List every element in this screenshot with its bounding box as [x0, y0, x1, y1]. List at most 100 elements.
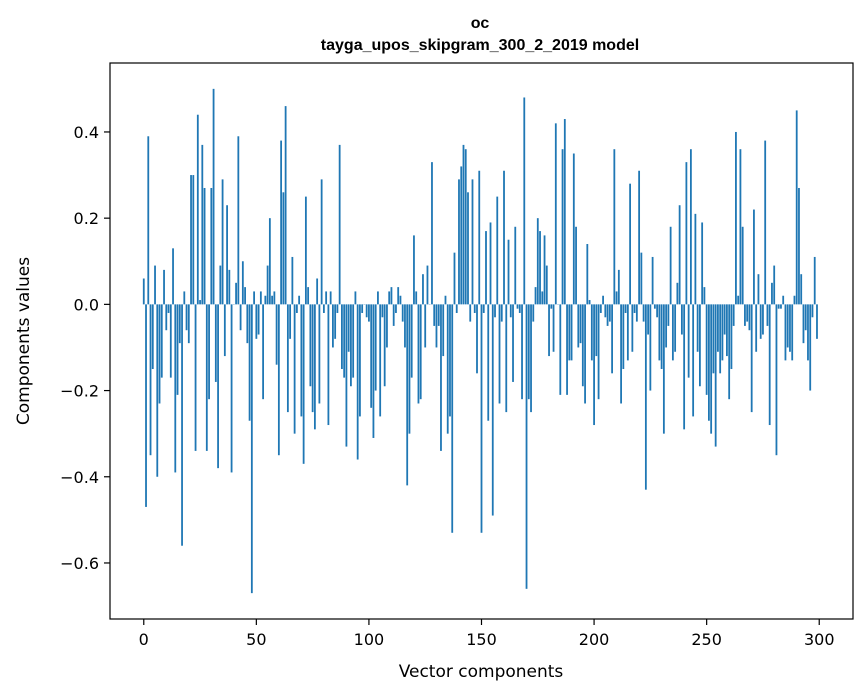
bar — [485, 231, 487, 305]
bar — [712, 304, 715, 374]
y-tick-label: 0.4 — [74, 123, 99, 142]
bar — [611, 304, 613, 374]
bar — [732, 304, 735, 326]
bar — [753, 209, 755, 305]
bar — [575, 226, 577, 305]
bar — [633, 304, 636, 313]
bar — [424, 304, 427, 348]
bar — [543, 235, 546, 305]
bar — [649, 304, 652, 391]
bar — [313, 304, 316, 430]
bar — [178, 304, 181, 344]
bar — [437, 304, 440, 326]
bar — [327, 304, 330, 426]
bar — [692, 304, 695, 417]
bar — [341, 304, 343, 370]
bar — [516, 304, 519, 309]
bar — [181, 304, 183, 546]
bar — [746, 304, 749, 322]
bar — [322, 304, 325, 313]
bar — [433, 304, 436, 326]
bar — [284, 106, 287, 305]
x-tick-label: 300 — [804, 630, 835, 649]
bar — [793, 295, 796, 305]
bar — [329, 291, 332, 305]
bar — [350, 304, 352, 387]
bar — [768, 304, 771, 426]
bar — [332, 304, 334, 348]
bar — [356, 304, 359, 460]
bar — [602, 295, 604, 305]
y-tick-label: −0.6 — [60, 554, 99, 573]
bar — [147, 136, 150, 305]
bar — [696, 304, 699, 352]
bar — [174, 304, 177, 473]
bar — [273, 291, 276, 305]
bar — [388, 291, 391, 305]
bar — [762, 304, 764, 335]
bar — [626, 304, 629, 361]
bar — [631, 304, 634, 352]
bar — [277, 304, 280, 456]
bar — [523, 97, 526, 305]
bar — [183, 291, 186, 305]
bar — [635, 304, 638, 322]
bar — [629, 183, 631, 305]
bar — [656, 304, 659, 318]
bar — [505, 304, 508, 413]
bar — [539, 231, 541, 305]
bar — [210, 187, 213, 305]
bar — [705, 304, 708, 395]
bar — [345, 304, 348, 447]
bar — [464, 149, 467, 305]
bar — [624, 304, 627, 313]
bar — [365, 304, 368, 318]
bar — [214, 304, 217, 382]
bar — [187, 304, 190, 344]
bar — [755, 304, 758, 352]
bar — [203, 187, 206, 305]
bar — [710, 304, 713, 434]
bar — [683, 304, 686, 430]
bar — [311, 304, 314, 413]
bar — [176, 304, 179, 395]
bar — [622, 304, 625, 370]
bar — [671, 304, 674, 361]
y-axis: −0.6 −0.4 −0.2 0.0 0.2 0.4 — [60, 123, 110, 573]
y-tick-label: −0.4 — [60, 468, 99, 487]
bar — [426, 265, 429, 305]
bar — [442, 304, 445, 357]
bar — [489, 222, 492, 305]
bar — [377, 291, 379, 305]
bar — [680, 304, 683, 335]
bar — [786, 304, 789, 348]
bar — [811, 304, 814, 318]
bar — [735, 131, 737, 305]
bar — [223, 304, 226, 357]
bar — [462, 144, 465, 305]
bar — [401, 304, 404, 322]
bar — [372, 304, 375, 438]
bar — [604, 304, 607, 318]
bar — [149, 304, 152, 456]
bar — [548, 304, 550, 357]
bar — [334, 304, 337, 339]
x-axis-label: Vector components — [399, 662, 564, 682]
bar — [417, 304, 420, 404]
bar — [390, 287, 393, 305]
bar — [347, 304, 350, 352]
bar — [789, 304, 791, 352]
bar — [482, 304, 485, 313]
bar — [563, 119, 566, 305]
bar — [678, 205, 681, 305]
bar — [491, 304, 494, 516]
bar — [570, 304, 573, 361]
bar — [476, 304, 478, 374]
bar — [773, 265, 776, 305]
bar — [757, 274, 760, 305]
bar — [813, 256, 816, 305]
bar — [536, 218, 539, 305]
bar — [196, 114, 199, 305]
bar — [419, 304, 422, 400]
